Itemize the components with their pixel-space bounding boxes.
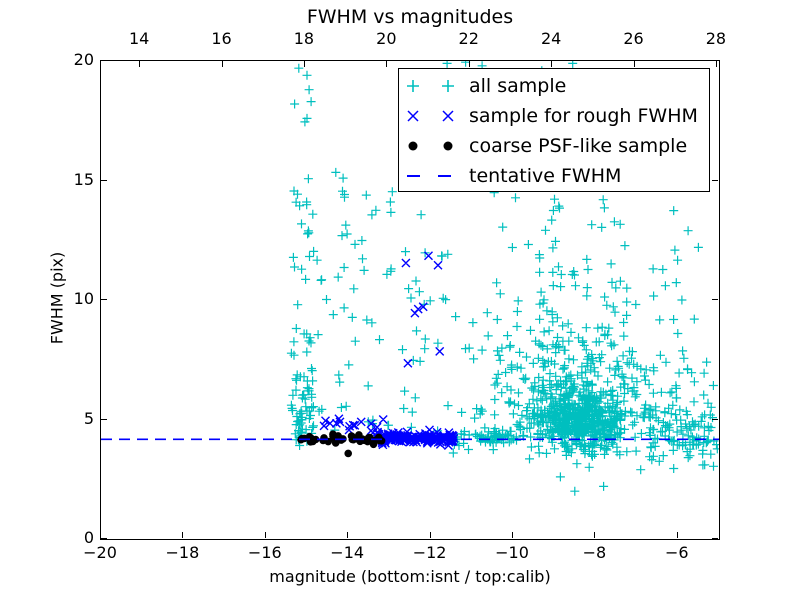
legend-label: all sample — [469, 75, 567, 97]
x-tick-label-top: 14 — [128, 29, 150, 48]
dashed-line-icon — [407, 175, 453, 177]
x-tick-label-top: 26 — [623, 29, 644, 48]
x-tick-label-bottom: −20 — [83, 543, 117, 562]
legend-item: tentative FWHM — [399, 161, 709, 191]
legend-label: tentative FWHM — [469, 165, 622, 187]
x-tick-bottom — [264, 532, 266, 538]
y-tick-label: 0 — [83, 528, 94, 547]
x-tick-top — [386, 61, 388, 67]
x-tick-label-bottom: −10 — [495, 543, 529, 562]
y-tick-left — [101, 60, 107, 61]
x-tick-label-bottom: −8 — [582, 543, 607, 562]
y-tick-left — [101, 418, 107, 420]
x-tick-bottom — [429, 532, 431, 538]
y-tick-right — [712, 60, 718, 61]
scatter-canvas — [101, 61, 719, 496]
dot-marker-icon — [408, 141, 453, 151]
x-tick-bottom — [594, 532, 596, 538]
x-tick-label-top: 22 — [458, 29, 479, 48]
x-tick-label-bottom: −6 — [665, 543, 689, 562]
x-tick-label-top: 16 — [211, 29, 232, 48]
x-tick-top — [139, 61, 141, 67]
rough-fwhm-points — [319, 251, 459, 450]
y-tick-label: 15 — [73, 169, 94, 189]
legend-label: coarse PSF-like sample — [469, 135, 688, 157]
x-tick-top — [303, 61, 305, 67]
legend-item: coarse PSF-like sample — [399, 131, 709, 161]
legend: all sample sample for rough FWHM coarse PS… — [398, 68, 710, 192]
y-tick-left — [101, 538, 107, 539]
x-tick-bottom — [676, 532, 678, 538]
y-tick-left — [101, 299, 107, 300]
y-tick-label: 5 — [83, 408, 94, 428]
legend-label: sample for rough FWHM — [469, 105, 698, 127]
x-axis-label: magnitude (bottom:isnt / top:calib) — [269, 567, 551, 586]
y-tick-right — [712, 179, 718, 181]
x-tick-top — [468, 61, 470, 67]
x-tick-bottom — [100, 532, 101, 538]
legend-item: sample for rough FWHM — [399, 101, 709, 131]
x-tick-top — [551, 61, 553, 67]
y-tick-right — [712, 418, 718, 420]
chart-title: FWHM vs magnitudes — [306, 6, 514, 28]
y-tick-label: 20 — [73, 50, 94, 69]
psf-sample-points — [297, 430, 386, 458]
x-tick-label-top: 28 — [705, 29, 727, 48]
x-marker-icon — [407, 110, 454, 122]
x-tick-top — [221, 61, 223, 67]
x-tick-bottom — [347, 532, 349, 538]
y-tick-label: 10 — [73, 289, 94, 308]
x-tick-bottom — [512, 532, 513, 538]
x-tick-label-top: 20 — [376, 29, 397, 48]
y-tick-left — [101, 179, 107, 181]
x-tick-label-bottom: −16 — [247, 543, 282, 562]
x-tick-label-bottom: −14 — [330, 543, 365, 562]
x-tick-label-top: 18 — [293, 29, 315, 48]
x-tick-top — [715, 61, 717, 67]
x-tick-label-top: 24 — [540, 29, 562, 48]
x-tick-label-bottom: −18 — [165, 543, 200, 562]
all-sample-points — [286, 61, 719, 496]
x-tick-label-bottom: −12 — [412, 543, 447, 562]
plus-marker-icon — [407, 80, 454, 92]
y-tick-right — [712, 299, 718, 300]
y-tick-right — [712, 538, 718, 539]
x-tick-top — [633, 61, 635, 67]
x-tick-bottom — [182, 532, 184, 538]
legend-item: all sample — [399, 71, 709, 101]
